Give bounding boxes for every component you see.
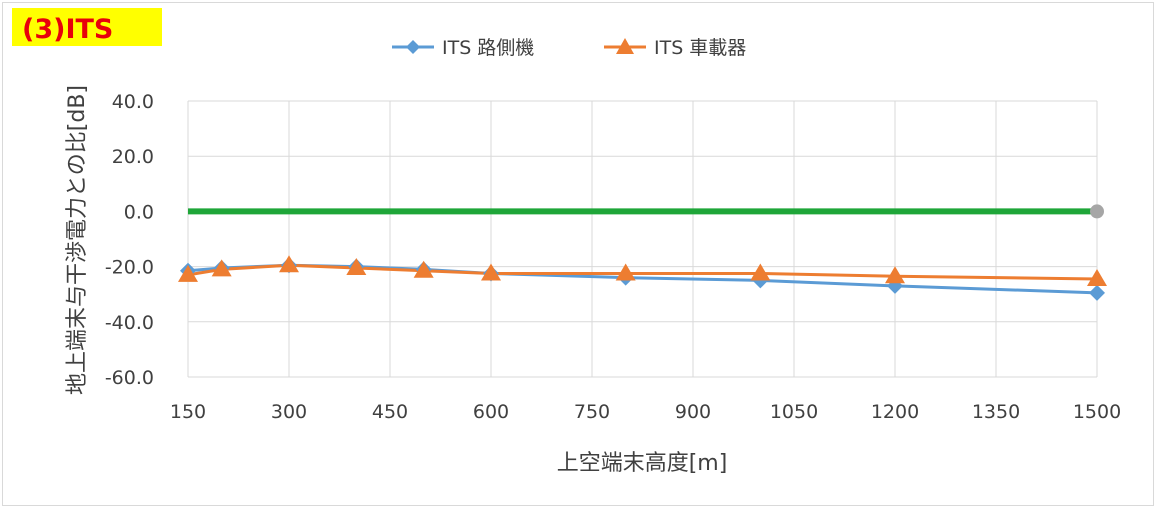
x-tick-label: 1200 — [871, 401, 919, 423]
series-line-its-onboard — [187, 263, 1098, 281]
y-tick-label: -60.0 — [105, 367, 154, 389]
y-tick-label: -40.0 — [105, 312, 154, 334]
gridlines — [187, 100, 1098, 378]
threshold-end-point — [1090, 204, 1104, 219]
legend-label-its-roadside: ITS 路側機 — [442, 37, 534, 59]
y-axis-title: 地上端末与干渉電力との比[dB] — [65, 85, 90, 395]
its-onboard-point — [413, 260, 434, 278]
its-onboard-point — [615, 263, 636, 281]
its-onboard-point — [178, 264, 198, 282]
its-onboard-point — [211, 259, 232, 277]
y-tick-label: -20.0 — [105, 257, 154, 279]
x-tick-label: 750 — [574, 401, 610, 423]
x-tick-label: 1350 — [972, 401, 1020, 423]
x-tick-label: 900 — [675, 401, 711, 423]
legend-marker-triangle — [616, 38, 634, 54]
its-onboard-point — [279, 255, 299, 273]
x-tick-label: 150 — [170, 401, 206, 423]
x-tick-label: 600 — [473, 401, 509, 423]
its-onboard-point — [481, 263, 501, 281]
series-line-its-roadside — [187, 263, 1098, 295]
its-onboard-point — [346, 257, 367, 275]
x-tick-label: 1500 — [1073, 401, 1121, 423]
y-tick-label: 40.0 — [112, 91, 154, 113]
x-tick-label: 300 — [271, 401, 307, 423]
x-tick-label: 450 — [372, 401, 408, 423]
chart-title: (3)ITS — [22, 14, 113, 45]
series — [178, 204, 1107, 301]
its-onboard-point — [750, 263, 771, 281]
legend: ITS 路側機 ITS 車載器 — [392, 37, 746, 59]
title-badge — [12, 8, 162, 46]
legend-label-its-onboard: ITS 車載器 — [654, 37, 746, 59]
its-onboard-point — [885, 266, 905, 284]
x-axis-title: 上空端末高度[m] — [557, 451, 728, 476]
x-tick-label: 1050 — [770, 401, 818, 423]
y-tick-label: 20.0 — [112, 146, 154, 168]
its-onboard-point — [1087, 269, 1107, 287]
its-roadside-point — [1089, 284, 1105, 301]
legend-marker-diamond — [406, 40, 420, 54]
y-tick-label: 0.0 — [124, 201, 154, 223]
tick-labels: 40.0 20.0 0.0 -20.0 -40.0 -60.0 150 300 450 600 75… — [105, 91, 1121, 423]
